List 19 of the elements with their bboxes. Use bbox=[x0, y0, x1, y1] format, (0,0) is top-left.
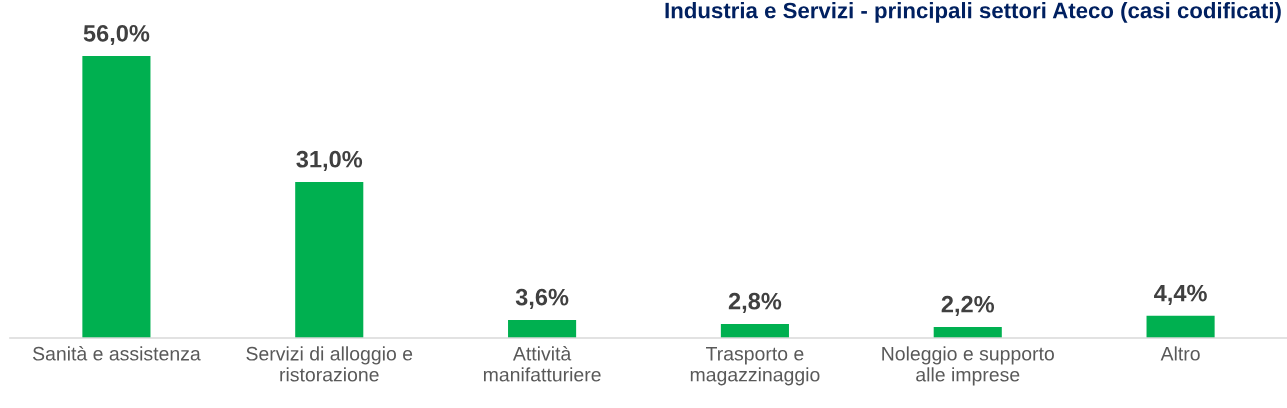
data-label: 4,4% bbox=[1154, 284, 1207, 305]
data-label: 2,8% bbox=[728, 292, 782, 313]
data-label: 31,0% bbox=[296, 150, 363, 171]
x-tick-label: Servizi di alloggio e ristorazione bbox=[246, 346, 413, 382]
data-label: 3,6% bbox=[515, 288, 569, 309]
x-tick-label: Attività manifatturiere bbox=[483, 346, 601, 382]
x-tick-label: Noleggio e supporto alle imprese bbox=[882, 346, 1054, 386]
bar bbox=[295, 181, 364, 338]
bar bbox=[508, 319, 577, 338]
bar bbox=[1146, 315, 1215, 338]
x-tick-label: Altro bbox=[1160, 346, 1200, 361]
data-label: 2,2% bbox=[941, 295, 995, 316]
bar bbox=[82, 56, 151, 338]
chart-title: Industria e Servizi - principali settori Ateco (casi codificati) bbox=[665, 2, 1281, 23]
x-tick-label: Sanità e assistenza bbox=[33, 346, 201, 361]
x-tick-label: Trasporto e magazzinaggio bbox=[690, 347, 820, 386]
bar bbox=[720, 323, 789, 338]
bar bbox=[933, 326, 1002, 338]
data-label: 56,0% bbox=[83, 24, 150, 46]
